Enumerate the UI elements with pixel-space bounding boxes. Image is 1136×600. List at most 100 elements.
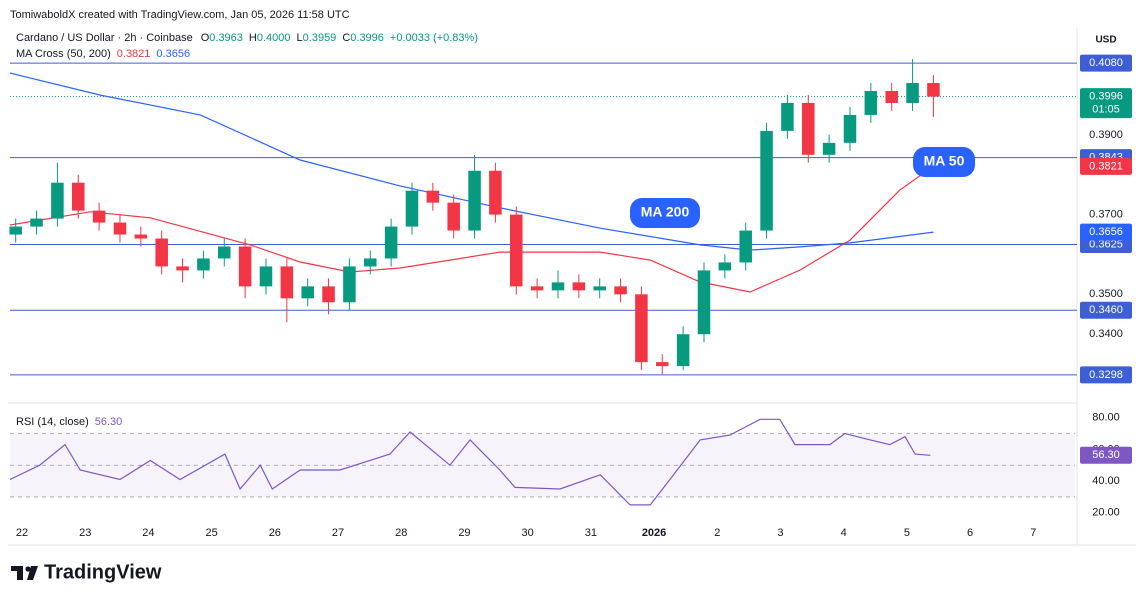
ma-callout: MA 50 (924, 153, 965, 169)
candle-body (510, 214, 523, 287)
ohlc-key: L (297, 32, 303, 44)
candle-body (906, 83, 919, 103)
ma-badge-bg (1080, 223, 1132, 241)
level-badge-bg (1080, 301, 1132, 319)
x-tick-label: 7 (1030, 527, 1036, 539)
x-tick-label: 26 (269, 527, 281, 539)
candle-body (113, 222, 127, 235)
legend-line: Cardano / US Dollar · 2h · Coinbase O 0.39… (16, 32, 478, 44)
y-tick-label: 0.3900 (1089, 129, 1123, 141)
ma-callout: MA 200 (641, 204, 690, 220)
candle-body (927, 83, 940, 97)
candle-body (864, 91, 878, 115)
candle-body (760, 130, 773, 231)
ma-value: 0.3821 (117, 48, 151, 60)
x-tick-label: 25 (205, 527, 217, 539)
candle-body (781, 102, 794, 131)
change: +0.0033 (+0.83%) (390, 32, 478, 44)
candle-body (280, 266, 294, 299)
candle-body (72, 182, 85, 211)
y-tick-label: 0.3700 (1089, 209, 1123, 221)
x-tick-label: 23 (79, 527, 91, 539)
candle-body (843, 114, 857, 143)
ma-badge: 0.3656 (1089, 226, 1123, 238)
candle-body (718, 262, 732, 271)
level-badge-bg (1080, 54, 1132, 72)
x-tick-label: 24 (142, 527, 154, 539)
candle-body (176, 266, 189, 271)
candle-body (739, 230, 752, 263)
x-tick-label: 22 (16, 527, 28, 539)
candle-body (802, 102, 815, 155)
ohlc-key: O (201, 32, 210, 44)
level-badge: 0.3625 (1089, 238, 1123, 250)
candle-body (426, 190, 440, 203)
candle-body (405, 190, 419, 227)
x-tick-label: 3 (777, 527, 783, 539)
candle-body (489, 170, 502, 215)
candle-body (238, 246, 252, 287)
x-tick-label: 28 (395, 527, 407, 539)
candle-body (9, 226, 22, 235)
x-tick-label: 31 (585, 527, 597, 539)
ma-line (9, 72, 934, 251)
rsi-legend: RSI (14, close) 56.30 (16, 416, 122, 428)
current-price-badge: 0.3996 (1089, 90, 1123, 102)
x-tick-label: 29 (458, 527, 470, 539)
candle-body (197, 258, 210, 271)
symbol-title: Cardano / US Dollar · 2h · Coinbase (16, 32, 193, 44)
x-tick-label: 2026 (642, 527, 666, 539)
y-tick-label: 80.00 (1092, 412, 1120, 424)
candle-body (155, 238, 168, 267)
y-tick-label: 20.00 (1092, 507, 1120, 519)
ohlc-value: 0.3996 (350, 32, 384, 44)
candle-body (656, 362, 669, 367)
legend-line: MA Cross (50, 200) 0.3821 0.3656 (16, 48, 190, 60)
brand-name: TradingView (44, 561, 162, 583)
candle-body (218, 246, 231, 259)
ohlc-value: 0.3959 (303, 32, 337, 44)
rsi-value: 56.30 (95, 416, 123, 428)
y-tick-label: 0.3400 (1089, 328, 1123, 340)
x-tick-label: 2 (714, 527, 720, 539)
current-price-badge-bg (1080, 88, 1132, 119)
ohlc-key: C (342, 32, 350, 44)
candle-body (593, 286, 606, 291)
y-tick-label: 40.00 (1092, 475, 1120, 487)
level-badge: 0.3460 (1089, 304, 1123, 316)
attribution: TomiwaboldX created with TradingView.com… (10, 9, 350, 21)
candle-body (92, 210, 106, 223)
rsi-title: RSI (14, close) (16, 416, 89, 428)
candle-body (447, 202, 460, 231)
candle-body (259, 266, 273, 287)
candle-body (822, 142, 836, 155)
ma-badge-bg (1080, 157, 1132, 175)
candle-body (551, 282, 565, 291)
candle-body (343, 266, 356, 303)
brand-logo (11, 566, 38, 580)
ma-callout-bg (913, 147, 975, 177)
level-badge-bg (1080, 366, 1132, 384)
currency: USD (1095, 35, 1116, 46)
ma-value: 0.3656 (156, 48, 190, 60)
candle-body (614, 286, 627, 295)
ma-badge: 0.3821 (1089, 160, 1123, 172)
candle-body (364, 258, 377, 267)
candle-body (885, 91, 898, 103)
candle-body (51, 182, 64, 219)
x-tick-label: 4 (841, 527, 847, 539)
rsi-badge-bg (1080, 446, 1132, 464)
level-badge: 0.4080 (1089, 57, 1123, 69)
ohlc-value: 0.4000 (257, 32, 291, 44)
candle-body (30, 218, 43, 227)
x-tick-label: 30 (522, 527, 534, 539)
ohlc-key: H (249, 32, 257, 44)
ma-callout-bg (630, 198, 700, 228)
candle-body (697, 270, 711, 335)
candle-body (530, 286, 544, 291)
x-tick-label: 6 (967, 527, 973, 539)
current-price-badge-countdown: 01:05 (1092, 103, 1120, 115)
candle-body (134, 234, 148, 239)
